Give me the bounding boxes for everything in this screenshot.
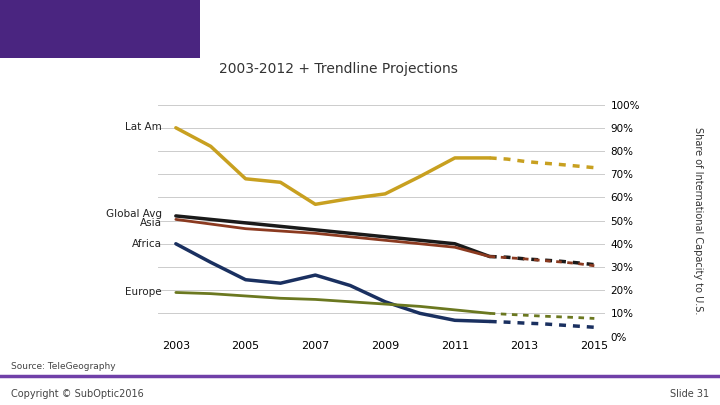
Y-axis label: Share of International Capacity to U.S.: Share of International Capacity to U.S.: [693, 127, 703, 314]
Text: Asia: Asia: [140, 218, 162, 228]
Bar: [0, 0, 200, 58]
Text: Copyright © SubOptic2016: Copyright © SubOptic2016: [11, 389, 143, 399]
Text: Lat Am: Lat Am: [125, 122, 162, 132]
Text: Global Avg: Global Avg: [106, 209, 162, 219]
Text: Europe: Europe: [125, 287, 162, 297]
Text: Africa: Africa: [132, 239, 162, 249]
Text: 2003-2012 + Trendline Projections: 2003-2012 + Trendline Projections: [219, 62, 458, 76]
Text: Slide 31: Slide 31: [670, 389, 709, 399]
Text: Internet Capacity Connecting to the U.S.: Internet Capacity Connecting to the U.S.: [215, 18, 692, 38]
Text: Source: TeleGeography: Source: TeleGeography: [11, 362, 115, 371]
